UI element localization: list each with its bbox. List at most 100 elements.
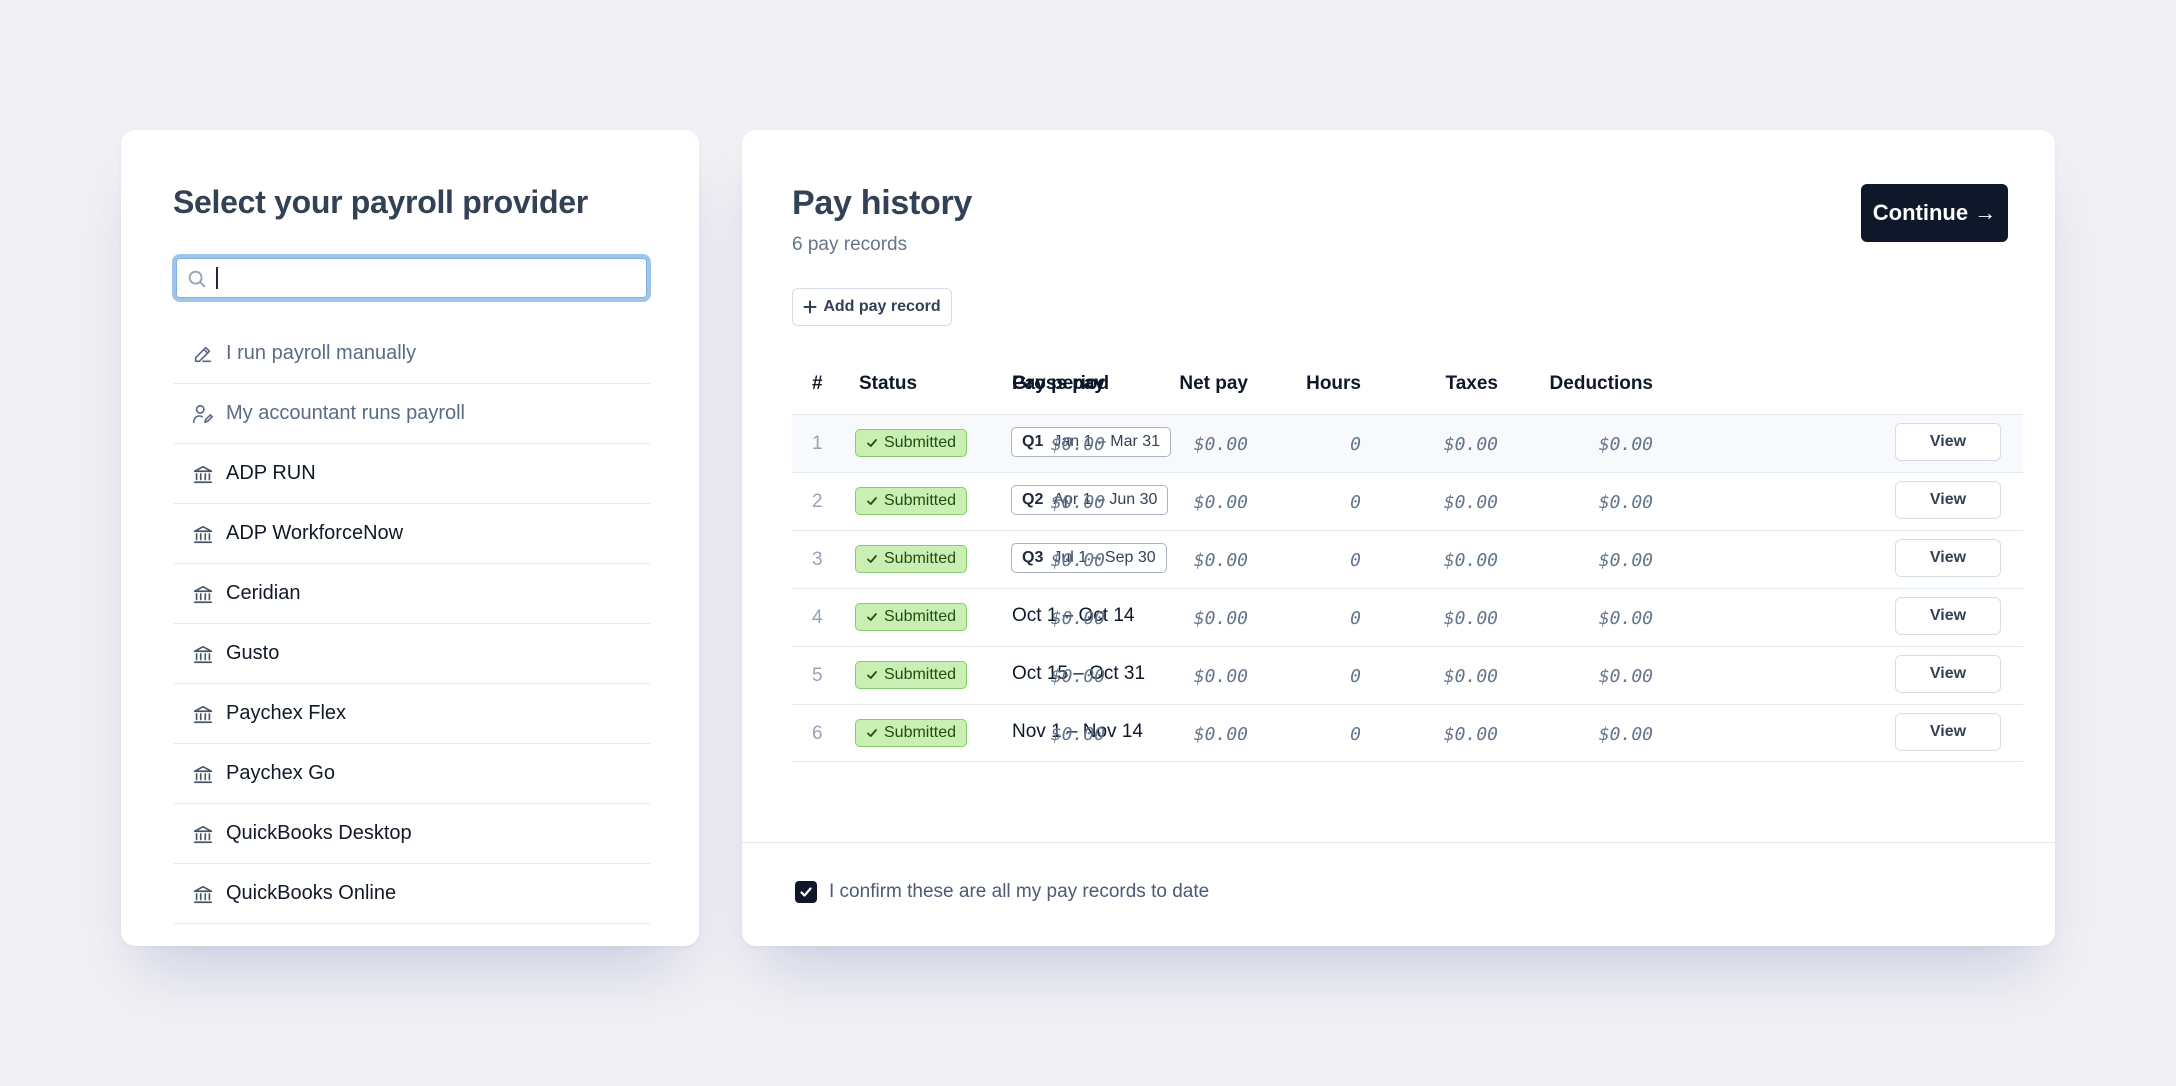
provider-item[interactable]: Ceridian bbox=[174, 564, 650, 624]
pencil-icon bbox=[192, 343, 214, 365]
bank-icon bbox=[192, 763, 214, 785]
provider-item[interactable]: Gusto bbox=[174, 624, 650, 684]
taxes-value: $0.00 bbox=[1443, 491, 1498, 513]
provider-item[interactable]: QuickBooks Desktop bbox=[174, 804, 650, 864]
gross-pay-value: $0.00 bbox=[1050, 491, 1105, 513]
status-badge: Submitted bbox=[855, 487, 968, 515]
provider-item[interactable]: ADP WorkforceNow bbox=[174, 504, 650, 564]
view-button[interactable]: View bbox=[1895, 655, 2001, 693]
status-label: Submitted bbox=[884, 724, 957, 741]
column-header-hours: Hours bbox=[1306, 373, 1361, 394]
hours-value: 0 bbox=[1350, 607, 1361, 629]
table-row: 6 Submitted Nov 1 – Nov 14 $0.00 $0.00 0 $0.00… bbox=[792, 704, 2023, 762]
status-badge: Submitted bbox=[855, 429, 968, 457]
row-number: 6 bbox=[812, 723, 823, 744]
hours-value: 0 bbox=[1350, 433, 1361, 455]
text-caret bbox=[216, 267, 218, 289]
table-body: 1 Submitted Q1 Jan 1 – Mar 31 $0.00 $0.00 0 $0.… bbox=[792, 414, 2023, 762]
table-row: 5 Submitted Oct 15 – Oct 31 $0.00 $0.00 0 $0.0… bbox=[792, 646, 2023, 704]
table-row: 4 Submitted Oct 1 – Oct 14 $0.00 $0.00 0 $0.00… bbox=[792, 588, 2023, 646]
provider-item[interactable]: My accountant runs payroll bbox=[174, 384, 650, 444]
hours-value: 0 bbox=[1350, 491, 1361, 513]
provider-search-field[interactable] bbox=[172, 254, 651, 302]
column-header-status: Status bbox=[859, 373, 918, 394]
gross-pay-value: $0.00 bbox=[1050, 723, 1105, 745]
provider-item[interactable]: I run payroll manually bbox=[174, 324, 650, 384]
quarter-label: Q1 bbox=[1022, 433, 1044, 450]
pay-period-chip: Q3 Jul 1 – Sep 30 bbox=[1011, 543, 1167, 573]
provider-item[interactable]: Paychex Go bbox=[174, 744, 650, 804]
pay-period-text: Oct 15 – Oct 31 bbox=[1012, 663, 1146, 684]
view-button[interactable]: View bbox=[1895, 539, 2001, 577]
table-row: 3 Submitted Q3 Jul 1 – Sep 30 $0.00 $0.00 0 $0.… bbox=[792, 530, 2023, 588]
bank-icon bbox=[192, 703, 214, 725]
hours-value: 0 bbox=[1350, 723, 1361, 745]
taxes-value: $0.00 bbox=[1443, 665, 1498, 687]
bank-icon bbox=[192, 583, 214, 605]
taxes-value: $0.00 bbox=[1443, 723, 1498, 745]
provider-item-label: Gusto bbox=[226, 642, 280, 664]
provider-item-label: Ceridian bbox=[226, 582, 301, 604]
confirm-checkbox[interactable] bbox=[795, 881, 817, 903]
continue-button[interactable]: Continue → bbox=[1861, 184, 2008, 242]
bank-icon bbox=[192, 883, 214, 905]
column-header-deductions: Deductions bbox=[1549, 373, 1653, 394]
row-number: 3 bbox=[812, 549, 823, 570]
deductions-value: $0.00 bbox=[1598, 491, 1653, 513]
net-pay-value: $0.00 bbox=[1193, 723, 1248, 745]
deductions-value: $0.00 bbox=[1598, 723, 1653, 745]
provider-item-label: QuickBooks Online bbox=[226, 882, 397, 904]
view-button[interactable]: View bbox=[1895, 481, 2001, 519]
confirm-label: I confirm these are all my pay records t… bbox=[829, 881, 1210, 902]
column-header-number: # bbox=[812, 373, 823, 394]
provider-item[interactable]: Paychex Flex bbox=[174, 684, 650, 744]
plus-icon bbox=[803, 300, 817, 314]
table-row: 1 Submitted Q1 Jan 1 – Mar 31 $0.00 $0.00 0 $0.… bbox=[792, 414, 2023, 472]
add-pay-record-label: Add pay record bbox=[823, 298, 941, 315]
search-icon bbox=[188, 270, 206, 288]
hours-value: 0 bbox=[1350, 549, 1361, 571]
gross-pay-value: $0.00 bbox=[1050, 665, 1105, 687]
view-button[interactable]: View bbox=[1895, 423, 2001, 461]
net-pay-value: $0.00 bbox=[1193, 549, 1248, 571]
table-header: # Status Pay period Gross pay Net pay Ho… bbox=[792, 354, 2023, 414]
check-icon bbox=[866, 727, 878, 739]
row-number: 1 bbox=[812, 433, 823, 454]
taxes-value: $0.00 bbox=[1443, 607, 1498, 629]
view-button[interactable]: View bbox=[1895, 597, 2001, 635]
provider-item[interactable]: ADP RUN bbox=[174, 444, 650, 504]
provider-item-label: ADP WorkforceNow bbox=[226, 522, 404, 544]
deductions-value: $0.00 bbox=[1598, 607, 1653, 629]
gross-pay-value: $0.00 bbox=[1050, 549, 1105, 571]
user-edit-icon bbox=[192, 403, 214, 425]
provider-item-label: Paychex Flex bbox=[226, 702, 347, 724]
quarter-label: Q3 bbox=[1022, 549, 1044, 566]
pay-period-range: Apr 1 – Jun 30 bbox=[1053, 491, 1158, 508]
check-icon bbox=[866, 611, 878, 623]
status-badge: Submitted bbox=[855, 719, 968, 747]
pay-history-table: # Status Pay period Gross pay Net pay Ho… bbox=[792, 354, 2023, 762]
pay-period-chip: Q2 Apr 1 – Jun 30 bbox=[1011, 485, 1169, 515]
provider-panel-title: Select your payroll provider bbox=[173, 184, 588, 220]
column-header-pay-period: Pay period bbox=[1012, 373, 1110, 394]
view-button[interactable]: View bbox=[1895, 713, 2001, 751]
provider-search-input[interactable] bbox=[216, 263, 636, 293]
provider-item-label: QuickBooks Desktop bbox=[226, 822, 412, 844]
provider-item[interactable]: QuickBooks Online bbox=[174, 864, 650, 924]
deductions-value: $0.00 bbox=[1598, 549, 1653, 571]
gross-pay-value: $0.00 bbox=[1050, 433, 1105, 455]
table-row: 2 Submitted Q2 Apr 1 – Jun 30 $0.00 $0.00 0 $0.… bbox=[792, 472, 2023, 530]
status-label: Submitted bbox=[884, 492, 957, 509]
deductions-value: $0.00 bbox=[1598, 433, 1653, 455]
status-label: Submitted bbox=[884, 666, 957, 683]
net-pay-value: $0.00 bbox=[1193, 607, 1248, 629]
provider-panel: Select your payroll provider I run payro… bbox=[121, 130, 699, 946]
add-pay-record-button[interactable]: Add pay record bbox=[792, 288, 952, 326]
column-header-taxes: Taxes bbox=[1445, 373, 1498, 394]
column-header-net-pay: Net pay bbox=[1179, 373, 1248, 394]
quarter-label: Q2 bbox=[1022, 491, 1044, 508]
pay-history-panel: Pay history 6 pay records Continue → Add… bbox=[742, 130, 2055, 946]
status-badge: Submitted bbox=[855, 545, 968, 573]
net-pay-value: $0.00 bbox=[1193, 433, 1248, 455]
bank-icon bbox=[192, 643, 214, 665]
